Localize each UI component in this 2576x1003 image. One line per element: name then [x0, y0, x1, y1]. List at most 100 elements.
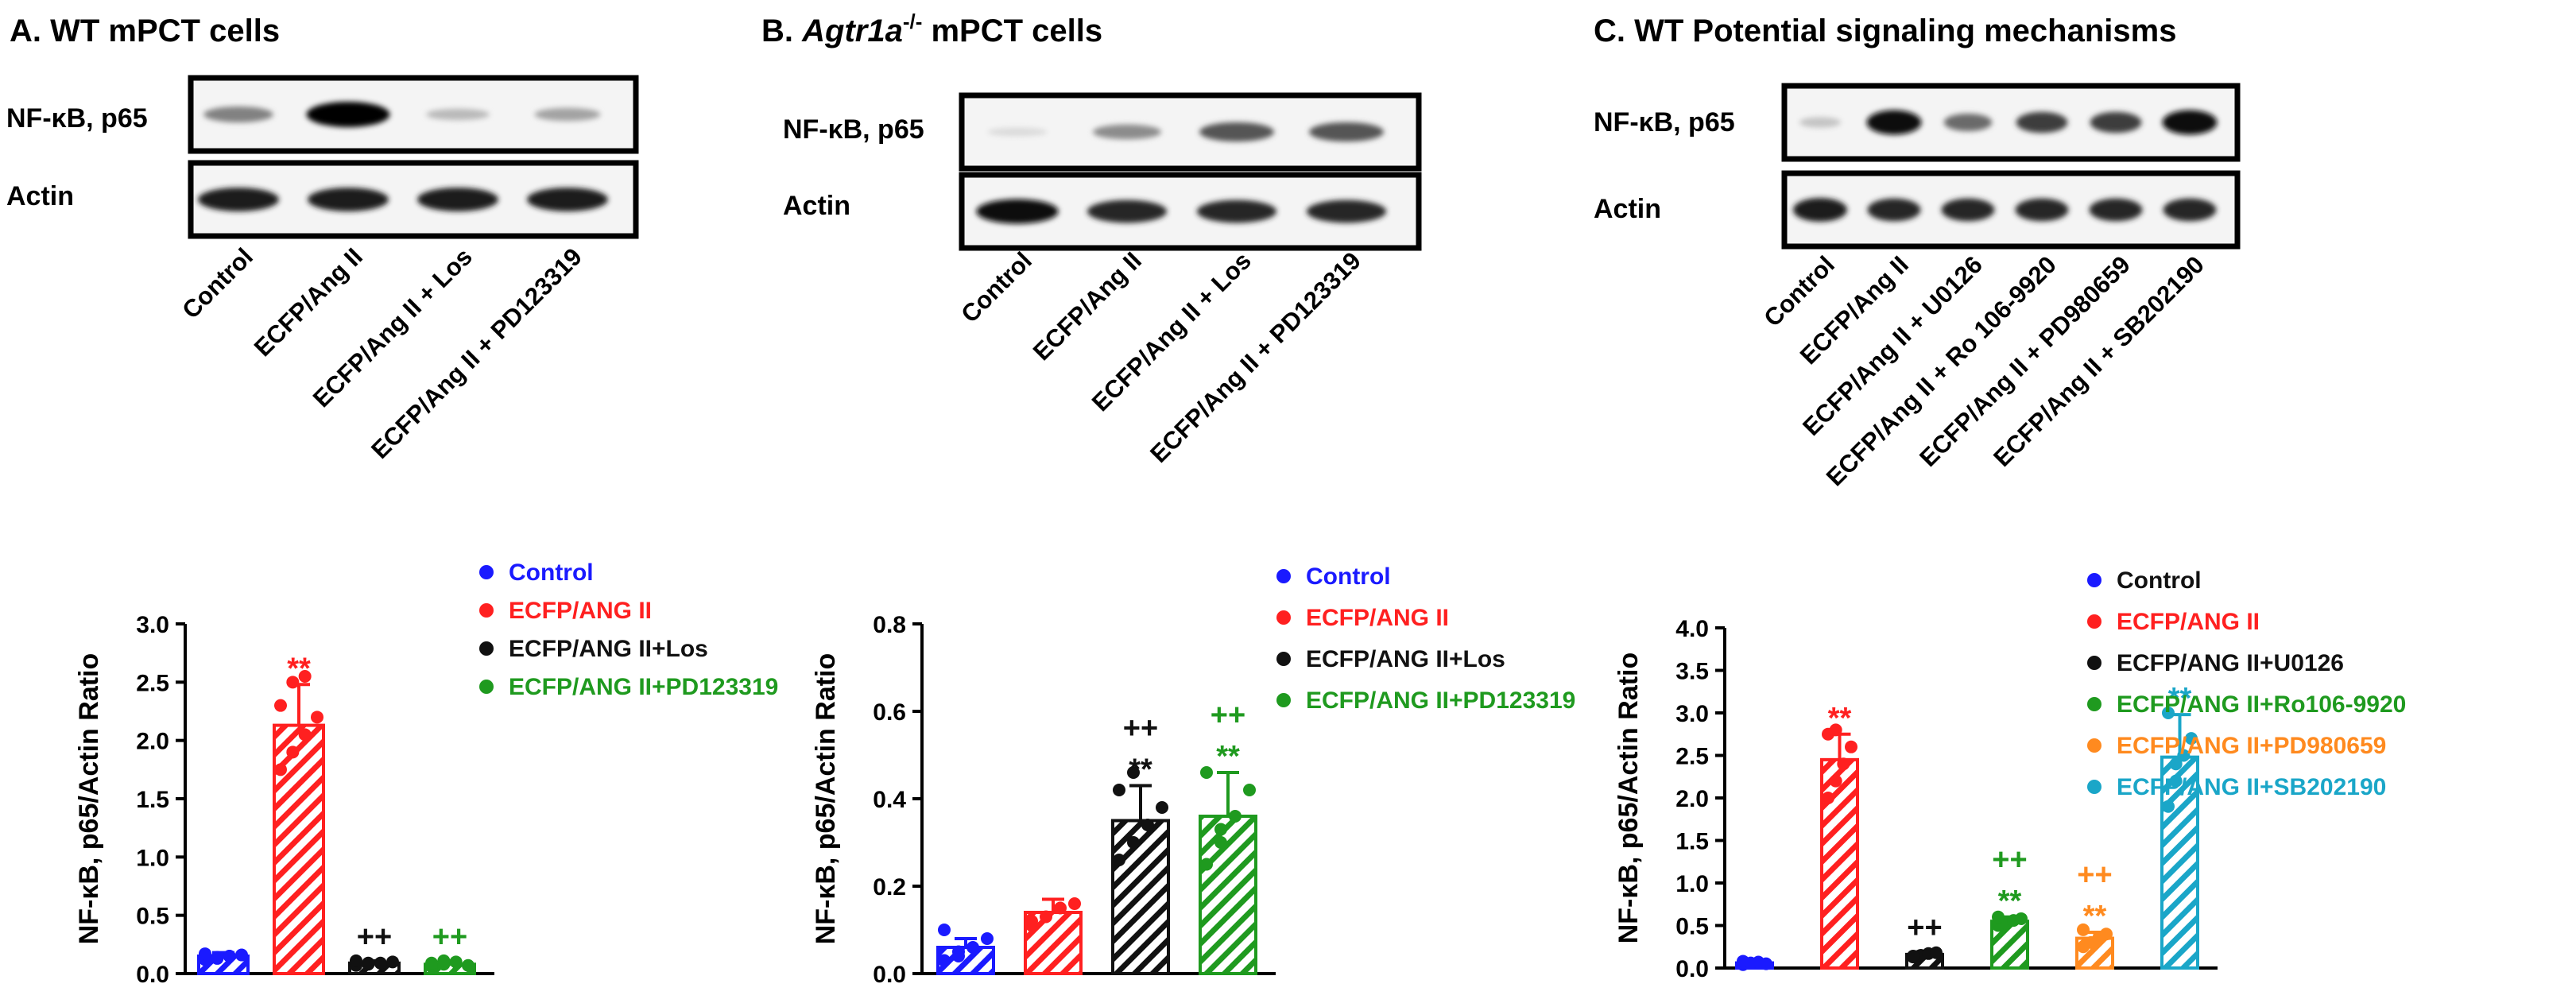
legend-label: ECFP/ANG II+PD123319 [1306, 687, 1575, 714]
data-point [1229, 810, 1242, 823]
bar-group: ** [2160, 682, 2199, 970]
legend-label: ECFP/ANG II+Los [1306, 646, 1505, 672]
legend: Control ECFP/ANG II ECFP/ANG II+U0126 ECFP/… [2087, 567, 2406, 800]
significance-stars: ** [1828, 702, 1852, 735]
band [1092, 124, 1162, 140]
blot-strip-actin [1781, 170, 2241, 250]
bar [1820, 757, 1859, 970]
data-point [2185, 732, 2198, 745]
band [1866, 110, 1922, 135]
band [1799, 117, 1842, 128]
data-point [1127, 766, 1140, 779]
band [2015, 198, 2069, 222]
band [1941, 198, 1995, 222]
lane-label: ECFP/Ang II [1028, 246, 1147, 366]
data-point [1214, 823, 1227, 836]
significance-stars: ** [2083, 900, 2107, 933]
row-label-actin: Actin [6, 181, 74, 211]
significance-stars: ** [287, 652, 311, 685]
significance-stars: ** [1998, 885, 2022, 918]
data-point [1156, 801, 1168, 814]
data-point [1141, 819, 1154, 831]
legend-label: Control [2117, 567, 2202, 594]
band [1196, 199, 1277, 223]
blot-strip-p65 [959, 92, 1422, 172]
data-point [298, 728, 312, 742]
panel-title: B. Agtr1a-/- mPCT cells [761, 10, 1102, 48]
data-point [223, 950, 236, 962]
legend-label: ECFP/ANG II+PD980659 [2117, 733, 2386, 759]
data-point [449, 955, 463, 969]
band [2163, 198, 2217, 222]
data-point [1907, 950, 1919, 963]
y-tick-label: 3.5 [1675, 659, 1709, 685]
band [2016, 111, 2068, 134]
bar-group: ++ [1905, 912, 1944, 970]
y-axis-label: NF-κB, p65/Actin Ratio [74, 653, 104, 945]
legend-label: ECFP/ANG II [2117, 609, 2260, 635]
data-point [1113, 854, 1125, 866]
legend-marker [1276, 569, 1291, 583]
blot-panel-1: A. WT mPCT cells NF-κB, p65 Actin Control EC… [6, 14, 639, 464]
chart-3: 0.0 0.5 1.0 1.5 2.0 2.5 3.0 3.5 4.0 NF-κB, p65/Ac… [1613, 567, 2406, 982]
data-point [1243, 784, 1256, 796]
bar-group: ** [1820, 702, 1859, 970]
y-tick-label: 1.0 [1675, 871, 1709, 897]
band [1199, 122, 1274, 142]
data-point [2162, 707, 2175, 719]
legend-marker [479, 641, 494, 656]
chart-1: 0.0 0.5 1.0 1.5 2.0 2.5 3.0 NF-κB, p65/Actin Ra… [74, 560, 778, 988]
chart-2: 0.0 0.2 0.4 0.6 0.8 NF-κB, p65/Actin Ratio ** +… [811, 563, 1575, 988]
band [417, 188, 498, 211]
legend-label: ECFP/ANG II [1306, 605, 1449, 631]
data-point [1930, 946, 1943, 959]
legend-marker [2087, 573, 2101, 587]
band [1867, 198, 1921, 222]
y-tick-label: 2.5 [1675, 744, 1709, 770]
data-point [437, 954, 451, 967]
row-label-p65: NF-κB, p65 [6, 103, 148, 134]
lane-label: ECFP/Ang II + PD123319 [366, 242, 587, 464]
bar-group: ** ++ [2075, 858, 2114, 970]
y-tick-label: 0.4 [873, 787, 906, 813]
bar-group: ** ++ [1199, 699, 1257, 975]
significance-plus: ++ [2077, 858, 2112, 892]
bar [1111, 819, 1170, 975]
y-tick-label: 2.5 [136, 670, 169, 696]
data-point [1829, 723, 1842, 737]
bar-group: ++ [424, 920, 476, 976]
band [2090, 111, 2142, 134]
data-point [286, 745, 300, 759]
data-point [235, 948, 248, 962]
band [2089, 198, 2143, 222]
y-tick-label: 1.5 [1675, 829, 1709, 855]
legend: Control ECFP/ANG II ECFP/ANG II+Los ECFP/AN… [479, 560, 778, 700]
lane-label: Control [176, 242, 258, 324]
y-tick-label: 4.0 [1675, 616, 1709, 642]
data-point [1214, 836, 1227, 849]
data-point [362, 956, 375, 970]
band [987, 127, 1048, 137]
data-point [966, 941, 979, 954]
band [1087, 199, 1168, 223]
data-point [425, 956, 438, 970]
band [527, 188, 608, 211]
legend-label: Control [509, 560, 594, 586]
band [198, 188, 279, 211]
data-point [1054, 901, 1067, 915]
y-tick-label: 3.0 [136, 612, 169, 638]
y-tick-label: 0.5 [1675, 914, 1709, 940]
legend-label: ECFP/ANG II+Ro106-9920 [2117, 691, 2406, 718]
data-point [2015, 912, 2028, 925]
panel-title: A. WT mPCT cells [10, 14, 280, 48]
y-tick-label: 1.5 [136, 787, 169, 813]
blot-panel-2: B. Agtr1a-/- mPCT cells NF-κB, p65 Actin Co… [761, 10, 1422, 468]
data-point [952, 950, 965, 962]
data-point [981, 932, 994, 945]
band [1309, 122, 1384, 142]
legend-marker [479, 565, 494, 579]
data-point [386, 955, 399, 969]
lane-label: Control [955, 246, 1037, 328]
